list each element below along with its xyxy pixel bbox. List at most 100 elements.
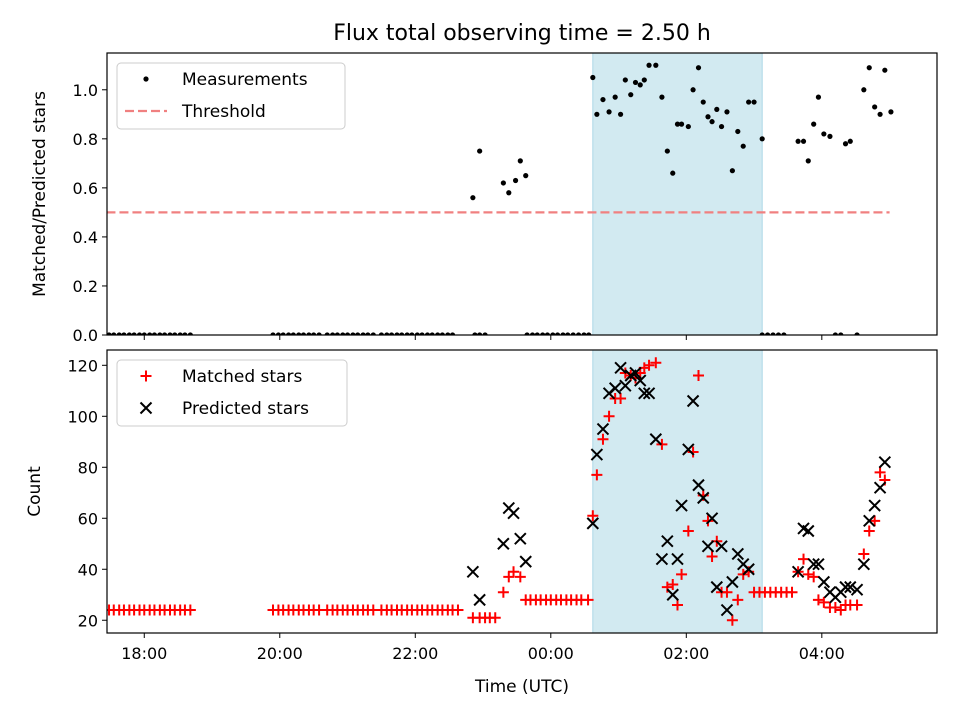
data-point — [670, 170, 676, 176]
y-tick-label: 60 — [78, 509, 98, 528]
data-point — [507, 506, 520, 520]
legend-label: Measurements — [182, 70, 308, 90]
data-point — [591, 469, 603, 481]
data-point — [324, 332, 330, 335]
data-point — [659, 94, 665, 100]
data-point — [306, 332, 312, 335]
data-point — [497, 586, 509, 598]
data-point — [121, 332, 127, 335]
series-measurements — [107, 62, 894, 335]
data-point — [394, 332, 400, 335]
data-point — [503, 571, 515, 583]
bottom-plot-area — [107, 350, 892, 633]
data-point — [839, 580, 852, 594]
data-point — [646, 62, 652, 68]
legend-marker — [139, 401, 153, 415]
data-point — [187, 332, 193, 335]
data-point — [850, 583, 864, 596]
data-point — [600, 96, 606, 103]
y-tick-label: 100 — [67, 407, 98, 426]
data-point — [473, 593, 486, 607]
data-point — [705, 114, 711, 120]
data-point — [370, 332, 376, 335]
data-point — [378, 332, 385, 335]
data-point — [702, 515, 714, 527]
chart-title: Flux total observing time = 2.50 h — [333, 21, 711, 46]
data-point — [861, 87, 867, 93]
y-tick-label: 120 — [67, 356, 98, 375]
data-point — [706, 551, 718, 563]
top-plot-area — [107, 53, 894, 335]
data-point — [661, 581, 673, 593]
legend-marker — [143, 76, 149, 82]
data-point — [838, 332, 844, 335]
data-point — [637, 82, 643, 88]
data-point — [874, 466, 886, 478]
x-tick-label: 02:00 — [663, 644, 709, 663]
data-point — [690, 87, 696, 93]
data-point — [344, 332, 351, 335]
data-point — [693, 369, 705, 381]
data-point — [285, 332, 292, 335]
data-point — [720, 603, 734, 617]
data-point — [692, 478, 705, 492]
data-point — [701, 540, 715, 553]
data-point — [500, 180, 506, 186]
data-point — [759, 136, 765, 142]
data-point — [759, 332, 765, 335]
data-point — [740, 143, 746, 149]
data-point — [300, 332, 307, 335]
data-point — [842, 141, 849, 147]
data-point — [666, 588, 679, 601]
data-point — [540, 332, 546, 335]
data-point — [167, 332, 173, 335]
legend-marker — [140, 370, 152, 382]
data-point — [612, 94, 618, 100]
data-point — [608, 382, 622, 395]
data-point — [628, 92, 634, 98]
data-point — [615, 392, 627, 404]
data-point — [798, 553, 810, 565]
data-point — [544, 332, 551, 335]
data-point — [858, 548, 870, 560]
data-point — [857, 557, 871, 571]
data-point — [878, 455, 892, 469]
y-tick-label: 0.4 — [73, 228, 98, 247]
legend-label: Matched stars — [182, 367, 302, 387]
data-point — [812, 557, 825, 571]
data-point — [172, 332, 178, 335]
data-point — [643, 359, 655, 371]
data-point — [649, 433, 663, 446]
data-point — [399, 332, 405, 335]
x-axis-label: Time (UTC) — [474, 677, 569, 697]
y-tick-label: 20 — [78, 611, 98, 630]
y-tick-label: 0.8 — [73, 130, 98, 149]
data-point — [472, 332, 478, 335]
y-tick-label: 0.6 — [73, 179, 98, 198]
data-point — [726, 575, 739, 589]
data-point — [812, 594, 824, 606]
data-point — [877, 111, 883, 117]
data-point — [384, 332, 390, 335]
data-point — [802, 524, 815, 538]
data-point — [177, 332, 183, 335]
data-point — [872, 104, 878, 110]
data-point — [126, 332, 132, 335]
data-point — [311, 332, 317, 335]
data-point — [866, 65, 872, 71]
data-point — [587, 510, 599, 522]
data-point — [781, 332, 787, 335]
bottom-legend: Matched stars Predicted stars — [116, 359, 348, 427]
data-point — [157, 332, 163, 335]
data-point — [477, 148, 483, 154]
data-point — [512, 177, 519, 184]
legend-box — [116, 359, 348, 427]
bottom-axes-frame — [106, 349, 938, 634]
data-point — [497, 537, 510, 550]
data-point — [729, 168, 735, 174]
data-point — [596, 422, 610, 436]
data-point — [721, 586, 733, 598]
data-point — [710, 580, 724, 594]
data-point — [655, 552, 669, 566]
data-point — [116, 332, 122, 335]
